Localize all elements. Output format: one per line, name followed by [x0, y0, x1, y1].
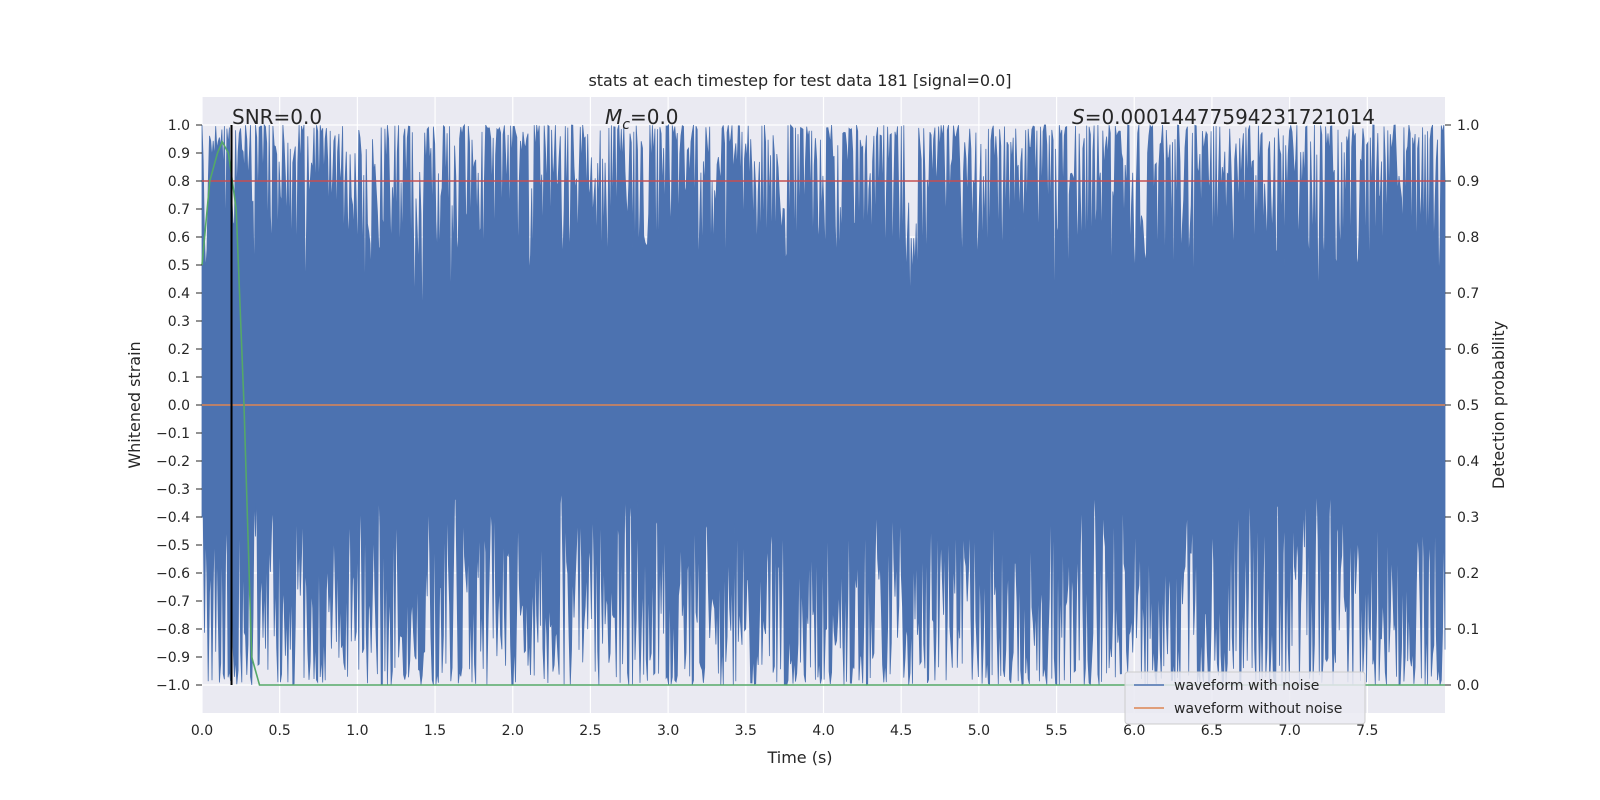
x-tick-label: 3.5 [735, 723, 757, 739]
x-tick-labels: 0.0 0.5 1.0 1.5 2.0 2.5 3.0 3.5 4.0 4.5 5.0 5.5 6.0 6… [191, 723, 1379, 739]
y2-tick-label: 0.0 [1457, 678, 1479, 694]
x-tick-label: 5.0 [968, 723, 990, 739]
y-tick-label: −0.5 [156, 538, 190, 554]
legend-box [1124, 671, 1366, 725]
x-tick-label: 2.0 [502, 723, 524, 739]
y2-tick-labels: 1.0 0.9 0.8 0.7 0.6 0.5 0.4 0.3 0.2 0.1 0.0 [1445, 118, 1479, 694]
y-tick-label: −0.8 [156, 622, 190, 638]
y2-tick-label: 0.1 [1457, 622, 1479, 638]
y-tick-label: 0.9 [168, 146, 190, 162]
x-axis-label: Time (s) [766, 748, 832, 767]
y2-axis-label: Detection probability [1489, 321, 1508, 489]
y2-tick-label: 0.9 [1457, 174, 1479, 190]
y-tick-label: 0.8 [168, 174, 190, 190]
y-tick-label: −0.2 [156, 454, 190, 470]
x-tick-label: 1.5 [424, 723, 446, 739]
y-tick-label: 0.6 [168, 230, 190, 246]
x-tick-label: 6.5 [1201, 723, 1223, 739]
series-line-3 [201, 139, 1445, 686]
x-tick-label: 5.5 [1045, 723, 1067, 739]
y-tick-labels: 1.0 0.9 0.8 0.7 0.6 0.5 0.4 0.3 0.2 0.1 0.0 −0.1 −0.… [156, 118, 202, 694]
y2-tick-label: 0.4 [1457, 454, 1479, 470]
y2-tick-label: 0.2 [1457, 566, 1479, 582]
y2-tick-label: 0.3 [1457, 510, 1479, 526]
s-annotation: S=0.0001447759423172101‌4 [1072, 105, 1375, 129]
y-tick-label: −0.3 [156, 482, 190, 498]
y-tick-label: 0.7 [168, 202, 190, 218]
y2-tick-label: 0.6 [1457, 342, 1479, 358]
y-tick-label: 1.0 [168, 118, 190, 134]
y-tick-label: −0.6 [156, 566, 190, 582]
x-tick-label: 6.0 [1123, 723, 1145, 739]
y-tick-label: 0.0 [168, 398, 190, 414]
y2-tick-label: 1.0 [1457, 118, 1479, 134]
x-tick-label: 1.0 [346, 723, 368, 739]
y-tick-label: 0.3 [168, 314, 190, 330]
x-tick-label: 0.5 [269, 723, 291, 739]
x-tick-label: 7.0 [1278, 723, 1300, 739]
y-tick-label: 0.2 [168, 342, 190, 358]
y-tick-label: −0.4 [156, 510, 190, 526]
y-tick-label: −1.0 [156, 678, 190, 694]
x-tick-label: 0.0 [191, 723, 213, 739]
legend-label-clean: waveform without noise [1174, 701, 1342, 717]
x-tick-label: 3.0 [657, 723, 679, 739]
series-lines [201, 125, 1445, 686]
x-tick-label: 4.0 [812, 723, 834, 739]
x-tick-label: 4.5 [890, 723, 912, 739]
mc-annotation: Mc=0.0 [605, 105, 679, 133]
y-tick-label: 0.5 [168, 258, 190, 274]
legend-label-noise: waveform with noise [1174, 678, 1319, 694]
y-tick-label: 0.1 [168, 370, 190, 386]
y2-tick-label: 0.8 [1457, 230, 1479, 246]
y-tick-label: −0.7 [156, 594, 190, 610]
y-tick-label: −0.1 [156, 426, 190, 442]
x-tick-label: 7.5 [1356, 723, 1378, 739]
x-tick-label: 2.5 [579, 723, 601, 739]
snr-annotation: SNR=0.0 [232, 105, 322, 129]
chart-title: stats at each timestep for test data 181… [588, 71, 1011, 90]
y2-tick-label: 0.7 [1457, 286, 1479, 302]
y-axis-label: Whitened strain [125, 341, 144, 468]
legend: waveform with noise waveform without noi… [1124, 671, 1366, 725]
y2-tick-label: 0.5 [1457, 398, 1479, 414]
y-tick-label: 0.4 [168, 286, 190, 302]
y-tick-label: −0.9 [156, 650, 190, 666]
